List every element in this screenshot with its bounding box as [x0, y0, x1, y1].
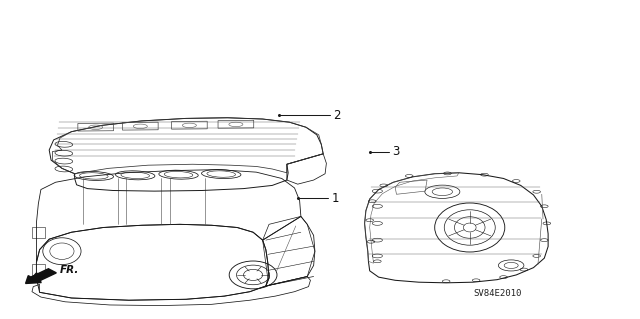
FancyArrow shape [26, 269, 56, 284]
Text: 2: 2 [333, 109, 341, 122]
Text: FR.: FR. [60, 265, 79, 275]
Text: 3: 3 [393, 145, 400, 158]
Text: 1: 1 [332, 192, 339, 204]
Text: SV84E2010: SV84E2010 [473, 289, 522, 298]
